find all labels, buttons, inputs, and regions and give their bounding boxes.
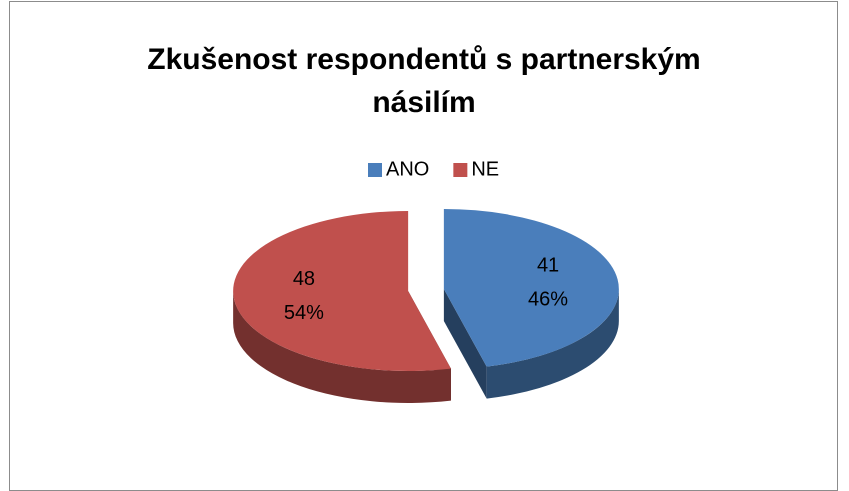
legend-swatch — [453, 163, 468, 177]
legend-label: ANO — [386, 158, 429, 180]
pie-slice — [233, 210, 451, 403]
percent-label: 46% — [528, 288, 568, 310]
slice-top — [233, 210, 451, 371]
slice-cut-face — [443, 289, 487, 399]
percent-label: 54% — [284, 302, 324, 324]
legend-swatch — [368, 163, 382, 177]
chart-title: Zkušenost respondentů s partnerským nási… — [147, 43, 701, 119]
slice-side — [486, 289, 619, 399]
data-label: 48 — [293, 268, 315, 290]
data-label: 41 — [537, 254, 559, 276]
legend-label: NE — [471, 158, 499, 180]
pie-slice — [443, 209, 619, 399]
slice-top — [443, 209, 619, 367]
slice-side — [233, 290, 451, 403]
